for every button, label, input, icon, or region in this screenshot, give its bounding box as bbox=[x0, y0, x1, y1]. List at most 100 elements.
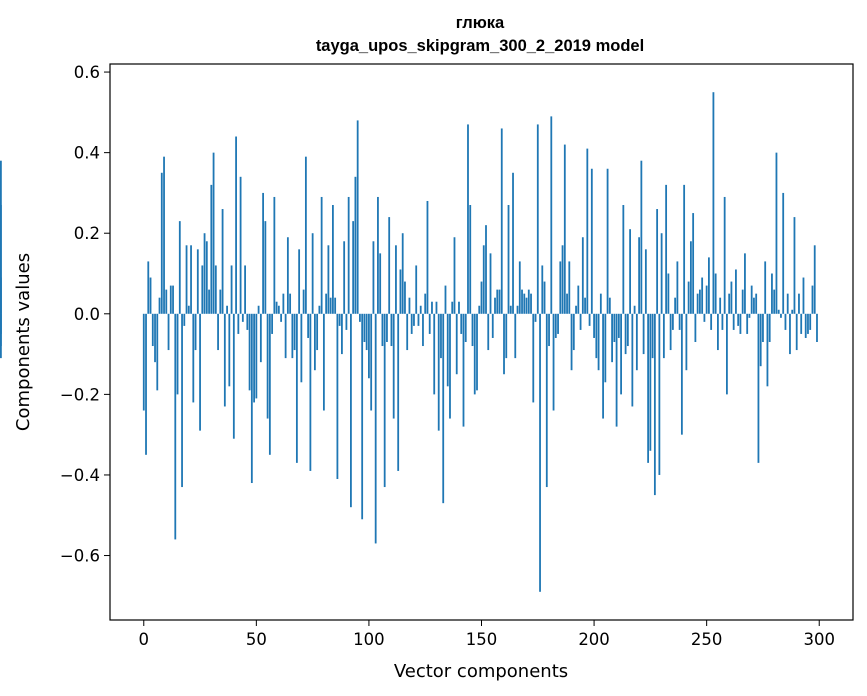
bar bbox=[795, 313, 798, 351]
bar bbox=[291, 313, 294, 359]
bar bbox=[253, 313, 255, 403]
bar bbox=[658, 313, 661, 475]
y-tick-label: 0.4 bbox=[74, 144, 100, 163]
bar bbox=[446, 313, 449, 387]
bar bbox=[289, 293, 292, 314]
bar bbox=[518, 261, 521, 314]
bar bbox=[523, 293, 526, 314]
bar bbox=[802, 277, 805, 314]
bar bbox=[489, 253, 492, 314]
bar bbox=[608, 297, 611, 314]
bar bbox=[514, 313, 517, 359]
bar bbox=[811, 285, 814, 314]
bar bbox=[142, 313, 145, 411]
x-tick-label: 250 bbox=[691, 630, 723, 649]
bar bbox=[521, 289, 523, 314]
bar bbox=[313, 313, 316, 371]
bar bbox=[746, 313, 749, 334]
bar bbox=[599, 293, 602, 314]
bar bbox=[462, 313, 465, 427]
bar bbox=[753, 297, 755, 314]
bar bbox=[440, 313, 442, 359]
bar bbox=[671, 313, 674, 330]
bar bbox=[298, 249, 301, 314]
bar bbox=[793, 217, 796, 314]
bar bbox=[311, 233, 314, 314]
bar bbox=[433, 313, 436, 395]
bar bbox=[696, 293, 699, 314]
bar bbox=[588, 313, 591, 326]
bar bbox=[199, 313, 201, 431]
y-tick-label: −0.6 bbox=[60, 547, 100, 566]
bar bbox=[401, 233, 404, 314]
bar bbox=[644, 249, 647, 314]
bar bbox=[617, 313, 620, 338]
bar bbox=[570, 313, 573, 371]
bar bbox=[341, 313, 343, 355]
bar bbox=[169, 285, 172, 314]
bar bbox=[356, 120, 359, 314]
bar bbox=[604, 313, 607, 383]
bar bbox=[766, 313, 769, 387]
bar bbox=[548, 313, 550, 347]
bar bbox=[771, 273, 773, 314]
bar bbox=[219, 289, 222, 314]
bar bbox=[809, 313, 812, 330]
bar bbox=[347, 196, 350, 314]
bar bbox=[332, 205, 334, 314]
bar bbox=[181, 313, 183, 488]
bar bbox=[719, 297, 722, 314]
bar bbox=[415, 265, 418, 314]
bar bbox=[399, 269, 402, 314]
bar bbox=[480, 281, 483, 314]
bar bbox=[798, 293, 800, 314]
bar bbox=[467, 124, 469, 314]
bar bbox=[327, 245, 330, 314]
bar bbox=[210, 184, 213, 314]
bar bbox=[307, 313, 310, 338]
bar bbox=[377, 196, 379, 314]
bar bbox=[426, 200, 429, 314]
x-tick-label: 150 bbox=[466, 630, 498, 649]
bar bbox=[271, 313, 274, 334]
bar bbox=[496, 289, 499, 314]
bar bbox=[689, 241, 692, 314]
bar bbox=[703, 313, 706, 322]
bar bbox=[255, 313, 258, 399]
bar bbox=[431, 301, 433, 314]
bar bbox=[390, 313, 393, 347]
bar bbox=[160, 172, 163, 314]
bar bbox=[435, 301, 438, 314]
bar bbox=[363, 313, 366, 342]
bar bbox=[232, 313, 235, 439]
bar bbox=[284, 313, 287, 359]
bar bbox=[235, 136, 237, 314]
bar bbox=[662, 313, 665, 359]
bar bbox=[354, 176, 357, 314]
bar bbox=[525, 297, 528, 314]
bar bbox=[692, 213, 695, 314]
bar bbox=[687, 281, 690, 314]
bar bbox=[744, 253, 746, 314]
bar bbox=[516, 305, 519, 314]
bar bbox=[674, 297, 677, 314]
bar bbox=[473, 313, 476, 395]
bar bbox=[773, 289, 776, 314]
chart-title: глюка bbox=[456, 14, 505, 32]
bar bbox=[226, 305, 228, 314]
bar bbox=[379, 253, 382, 314]
bars-group bbox=[0, 92, 818, 592]
bar bbox=[739, 313, 742, 334]
bar bbox=[257, 305, 260, 314]
bar bbox=[428, 313, 431, 334]
bar bbox=[561, 245, 564, 314]
bar bbox=[649, 313, 652, 451]
bar bbox=[178, 221, 181, 314]
bar bbox=[714, 273, 717, 314]
bar bbox=[789, 313, 791, 355]
y-tick-label: 0.0 bbox=[74, 305, 100, 324]
bar bbox=[676, 261, 679, 314]
bar bbox=[151, 313, 154, 347]
bar bbox=[653, 313, 656, 496]
bar bbox=[345, 313, 348, 330]
